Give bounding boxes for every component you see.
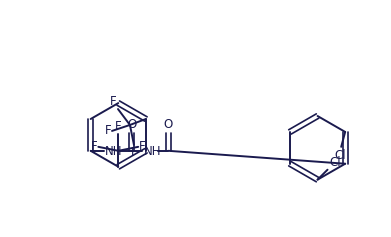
Text: NH: NH xyxy=(143,145,161,158)
Text: F: F xyxy=(110,95,117,108)
Text: F: F xyxy=(139,140,146,153)
Text: O: O xyxy=(164,118,173,131)
Text: F: F xyxy=(131,146,137,159)
Text: Cl: Cl xyxy=(334,149,346,162)
Text: Cl: Cl xyxy=(330,156,341,169)
Text: F: F xyxy=(91,140,97,153)
Text: F: F xyxy=(104,124,111,137)
Text: O: O xyxy=(127,118,136,131)
Text: F: F xyxy=(115,120,122,133)
Text: NH: NH xyxy=(105,145,122,158)
